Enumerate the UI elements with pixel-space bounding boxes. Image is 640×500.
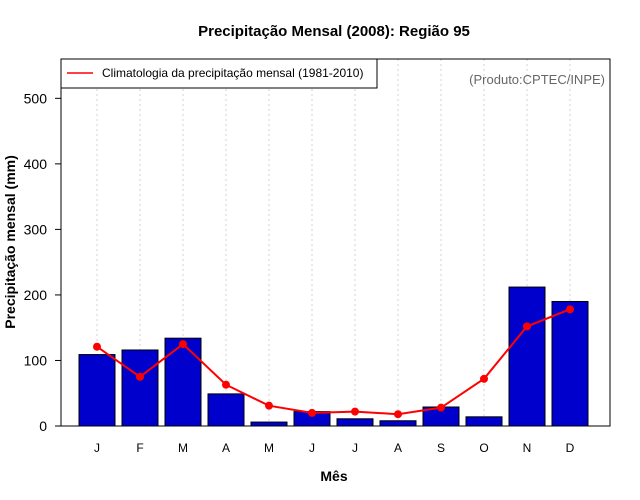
x-axis-label: Mês: [320, 468, 347, 484]
climatology-point: [265, 401, 273, 410]
climatology-point: [136, 372, 144, 381]
x-tick-label: A: [222, 441, 230, 455]
climatology-point: [523, 322, 531, 331]
y-axis: 0 100 200 300 400 500: [24, 59, 62, 434]
x-tick-label: M: [264, 441, 274, 455]
legend-entry-climatology: Climatologia da precipitação mensal (198…: [102, 66, 363, 80]
climatology-point: [308, 408, 316, 417]
x-tick-label: J: [94, 441, 100, 455]
climatology-point: [222, 380, 230, 389]
bar-series: [78, 286, 589, 427]
climatology-point: [351, 407, 359, 416]
climatology-point: [437, 403, 445, 412]
y-tick-label: 100: [24, 352, 48, 368]
climatology-point: [480, 374, 488, 383]
y-tick-label: 0: [39, 418, 47, 434]
legend: Climatologia da precipitação mensal (198…: [60, 58, 378, 89]
bar: [336, 418, 374, 427]
y-axis-label: Precipitação mensal (mm): [2, 155, 18, 329]
x-tick-label: J: [352, 441, 358, 455]
x-tick-label: S: [437, 441, 445, 455]
x-tick-label: D: [566, 441, 575, 455]
chart-title: Precipitação Mensal (2008): Região 95: [198, 23, 470, 40]
x-tick-label: O: [479, 441, 488, 455]
bar: [207, 393, 245, 427]
bar: [508, 286, 546, 427]
x-tick-label: J: [309, 441, 315, 455]
bar: [379, 420, 417, 427]
climatology-point: [394, 410, 402, 419]
climatology-point: [566, 305, 574, 314]
y-tick-label: 500: [24, 90, 48, 106]
x-tick-label: F: [136, 441, 143, 455]
legend-box: [60, 58, 378, 89]
climatology-points: [93, 305, 574, 419]
bar: [164, 337, 202, 427]
y-tick-label: 200: [24, 287, 48, 303]
x-tick-label: A: [394, 441, 402, 455]
bar: [465, 416, 503, 427]
climatology-point: [93, 342, 101, 351]
bar: [121, 349, 159, 427]
climatology-point: [179, 340, 187, 349]
y-tick-label: 300: [24, 221, 48, 237]
bar: [250, 421, 288, 427]
product-credit: (Produto:CPTEC/INPE): [469, 72, 605, 87]
y-tick-label: 400: [24, 156, 48, 172]
bar: [551, 300, 589, 427]
climatology-line: [96, 308, 571, 416]
bar: [78, 354, 116, 427]
x-tick-label: N: [523, 441, 532, 455]
x-tick-label: M: [178, 441, 188, 455]
